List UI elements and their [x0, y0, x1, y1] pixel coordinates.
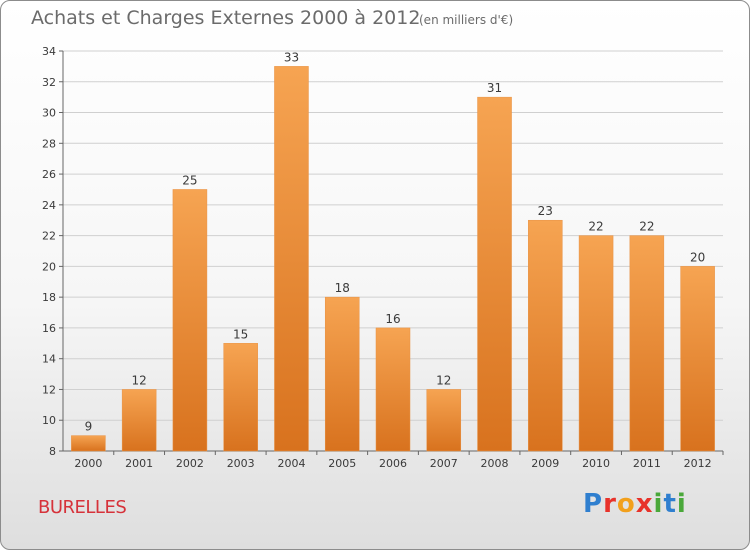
y-tick-label: 34	[42, 45, 56, 58]
bar	[375, 327, 411, 452]
data-label: 18	[335, 281, 350, 295]
x-tick-label: 2001	[125, 457, 153, 470]
x-tick-label: 2009	[531, 457, 559, 470]
y-tick-label: 28	[42, 137, 56, 150]
y-tick-label: 10	[42, 414, 56, 427]
bar	[172, 189, 208, 452]
y-tick-label: 24	[42, 199, 56, 212]
y-tick-label: 26	[42, 168, 56, 181]
x-tick-label: 2010	[582, 457, 610, 470]
data-label: 33	[284, 50, 299, 64]
x-tick-label: 2006	[379, 457, 407, 470]
data-label: 25	[182, 173, 197, 187]
bar	[274, 66, 309, 452]
bar	[680, 266, 715, 452]
data-label: 9	[85, 420, 93, 434]
bar	[629, 235, 665, 452]
x-tick-label: 2002	[176, 457, 204, 470]
data-label: 12	[132, 373, 147, 387]
y-tick-label: 18	[42, 291, 56, 304]
bars	[71, 66, 715, 452]
data-label: 12	[436, 373, 451, 387]
data-label: 31	[487, 81, 502, 95]
labels: 8 10 12 14 16 18 20 22 24 26 28 30 32 34 9 2000 12 2001 25…	[42, 45, 712, 470]
chart-title: Achats et Charges Externes 2000 à 2012	[31, 7, 421, 29]
y-tick-label: 22	[42, 230, 56, 243]
y-tick-label: 8	[49, 445, 56, 458]
y-tick-label: 32	[42, 76, 56, 89]
proxiti-logo[interactable]: Proxiti	[583, 489, 687, 519]
data-label: 16	[385, 312, 400, 326]
y-tick-label: 14	[42, 353, 56, 366]
x-tick-label: 2005	[328, 457, 356, 470]
commune-name: BURELLES	[38, 497, 127, 518]
bar	[426, 389, 462, 452]
y-tick-label: 20	[42, 260, 56, 273]
bar	[578, 235, 614, 452]
data-label: 20	[690, 250, 705, 264]
bar	[528, 219, 563, 452]
y-tick-label: 16	[42, 322, 56, 335]
x-tick-label: 2011	[633, 457, 661, 470]
bar	[477, 96, 512, 452]
data-label: 23	[538, 204, 553, 218]
x-tick-label: 2012	[684, 457, 712, 470]
x-tick-label: 2004	[277, 457, 305, 470]
x-tick-label: 2003	[227, 457, 255, 470]
x-tick-label: 2007	[430, 457, 458, 470]
x-tick-label: 2008	[481, 457, 509, 470]
y-tick-label: 12	[42, 383, 56, 396]
bar	[71, 435, 106, 452]
data-label: 15	[233, 327, 248, 341]
bar	[121, 389, 157, 452]
x-tick-label: 2000	[74, 457, 102, 470]
bar	[223, 343, 258, 452]
chart-unit: (en milliers d'€)	[419, 13, 514, 27]
bar	[324, 296, 360, 452]
data-label: 22	[588, 220, 603, 234]
y-tick-label: 30	[42, 107, 56, 120]
data-label: 22	[639, 220, 654, 234]
